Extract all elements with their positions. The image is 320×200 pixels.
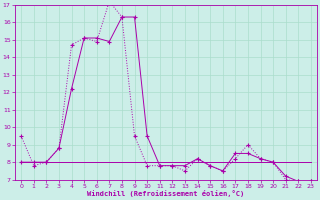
X-axis label: Windchill (Refroidissement éolien,°C): Windchill (Refroidissement éolien,°C) bbox=[87, 190, 245, 197]
